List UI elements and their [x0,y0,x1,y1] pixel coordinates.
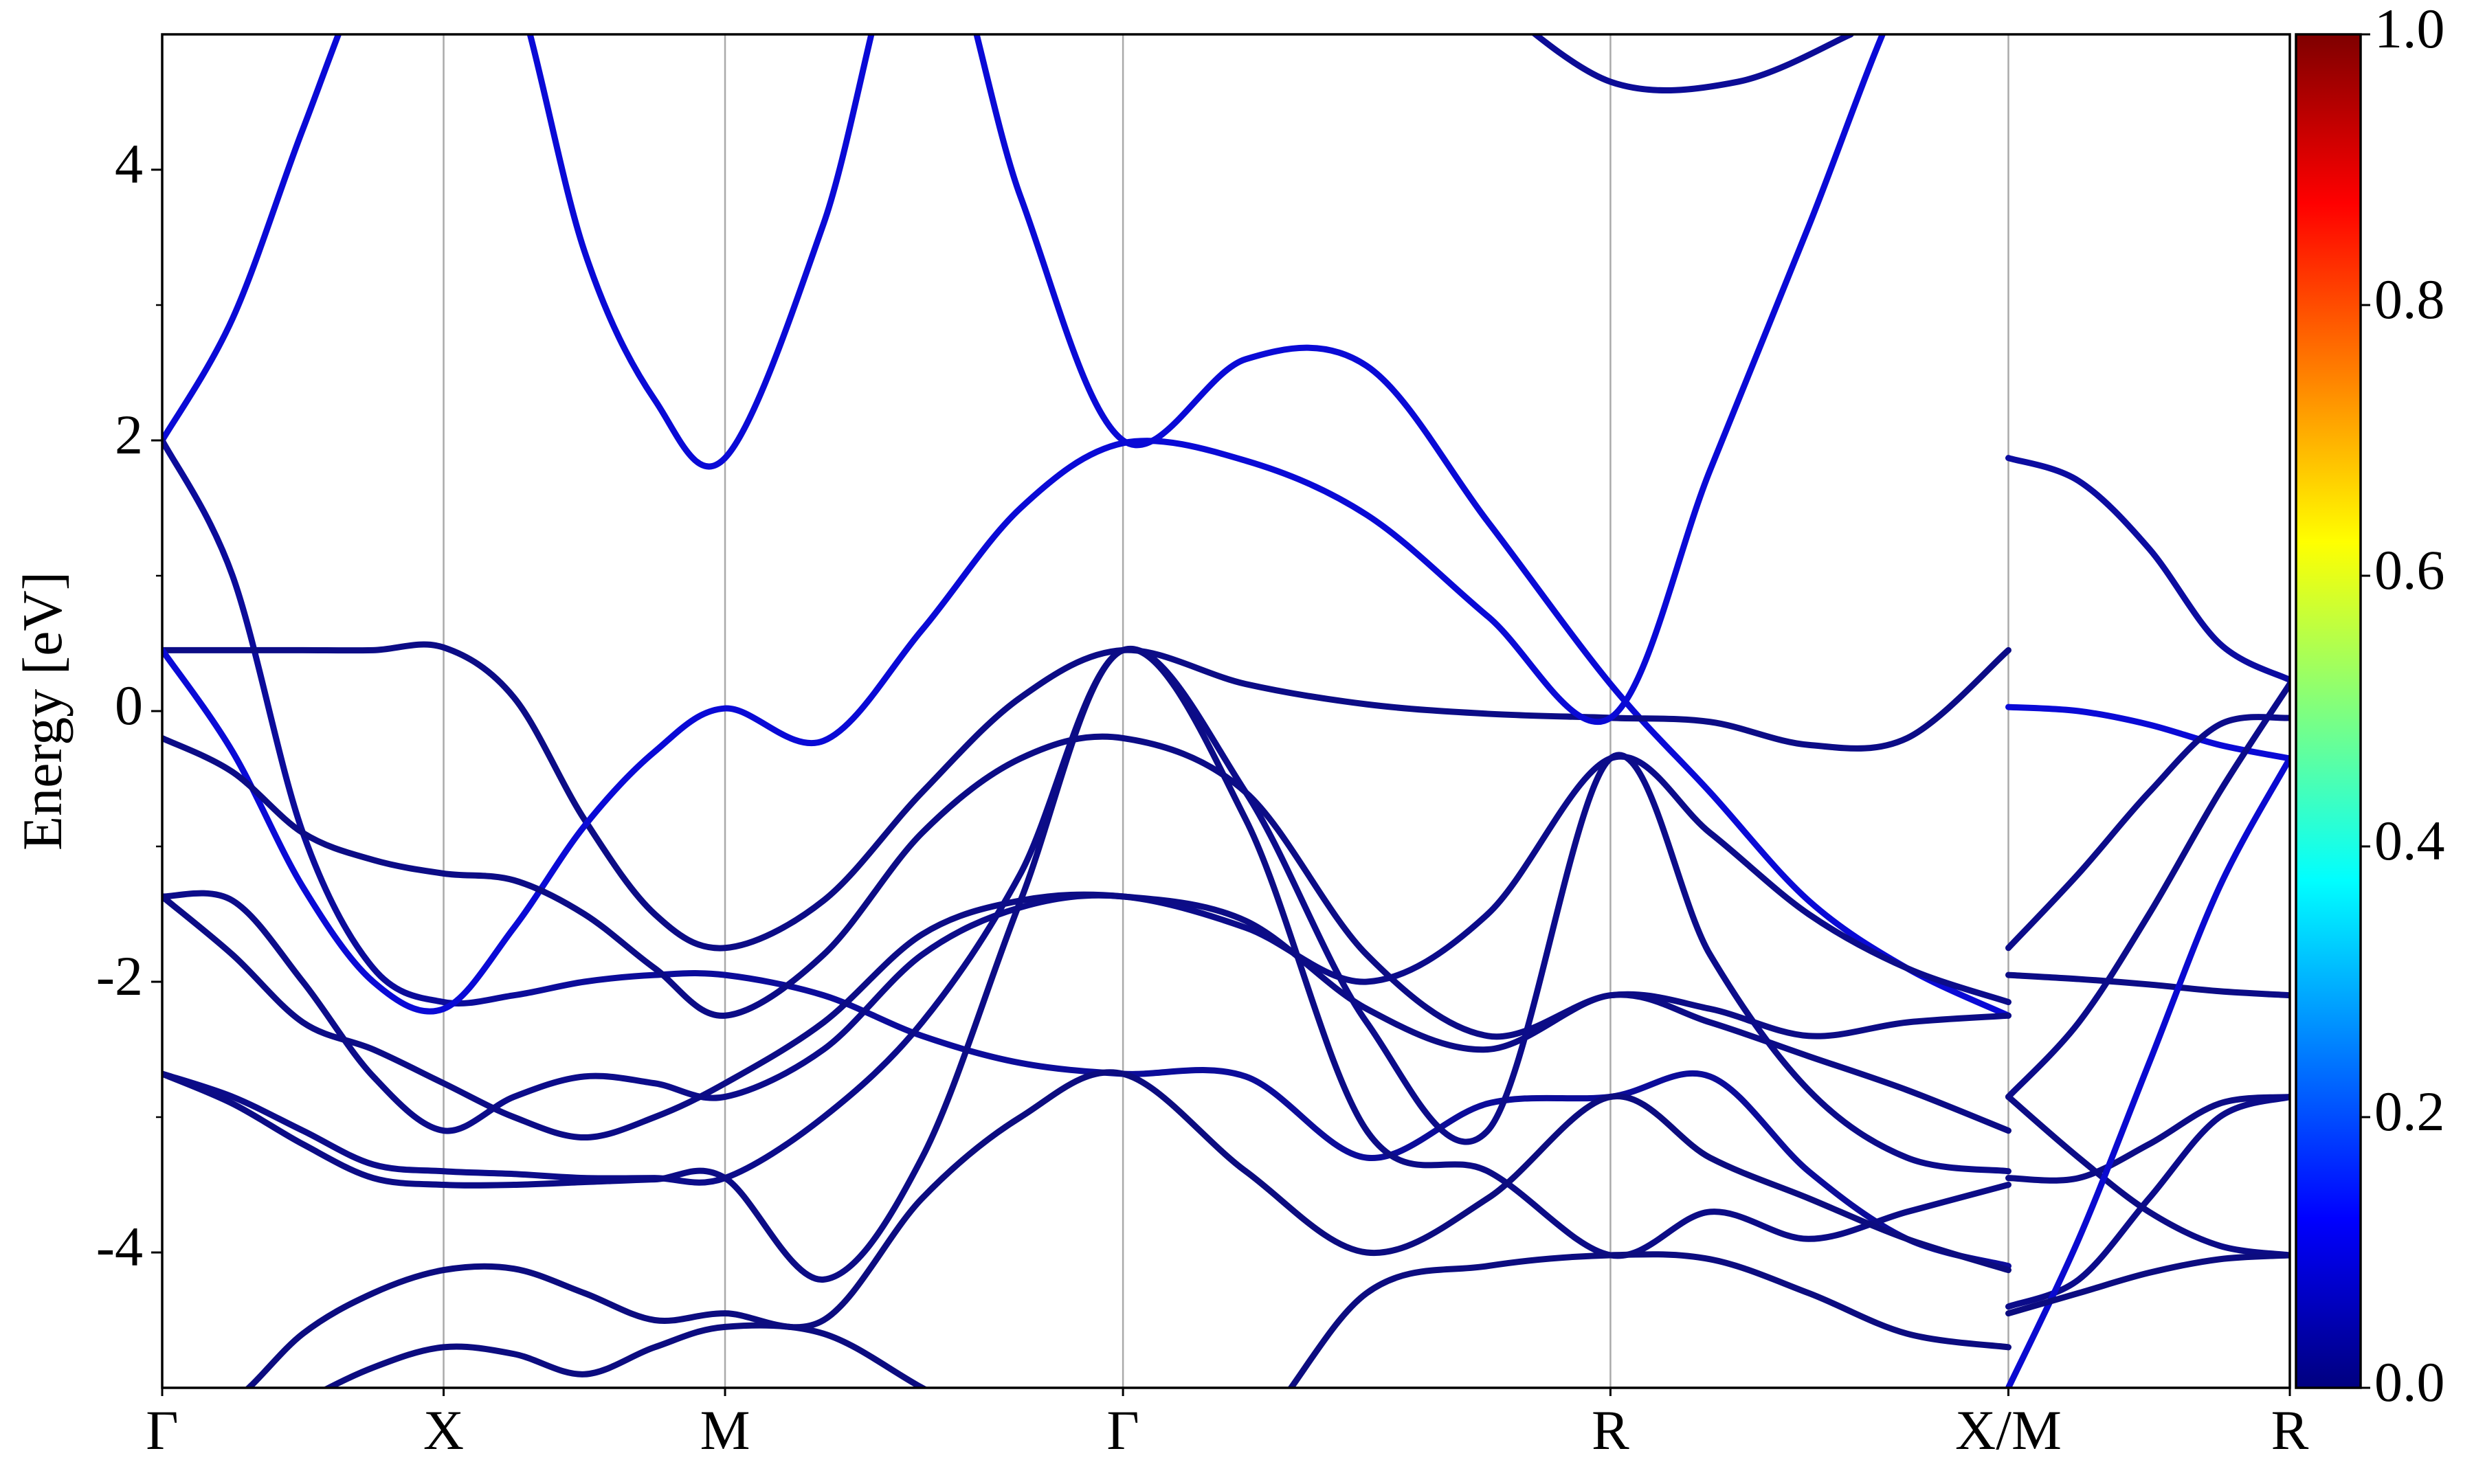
bands [162,34,2290,1388]
band-line [162,34,2011,1019]
y-tick-label: 2 [115,403,143,466]
band-line [162,641,2011,952]
colorbar-tick-label: 0.0 [2374,1351,2445,1413]
band-line [2005,681,2290,1100]
x-tick-label: Γ [1106,1399,1139,1461]
y-tick-label: -2 [96,945,143,1007]
colorbar-tick-label: 0.4 [2374,809,2445,872]
y-axis-label: Energy [eV] [11,572,74,851]
band-line [162,891,2011,1141]
x-tick-label: X/M [1955,1399,2062,1461]
band-line [2005,971,2290,999]
band-line [1530,34,1854,94]
plot-frame [161,33,2291,1389]
band-line [162,437,2011,1270]
band-line [162,753,2011,1134]
colorbar-tick-label: 0.8 [2374,268,2445,330]
band-line [2005,1093,2290,1310]
colorbar [2295,33,2362,1389]
colorbar-tick-label: 0.6 [2374,539,2445,601]
band-line [322,1251,2011,1388]
colorbar-tick-label: 1.0 [2374,0,2445,60]
x-tick-label: R [1592,1399,1629,1461]
band-line [2005,714,2290,952]
band-line [2005,455,2290,684]
band-line [2005,1252,2290,1317]
band-line [162,646,2011,1283]
y-tick-label: 4 [115,133,143,195]
colorbar-tick-label: 0.2 [2374,1080,2445,1143]
x-tick-label: X [423,1399,464,1461]
band-line [2005,1093,2290,1184]
band-line [244,1069,2011,1388]
y-tick-label: -4 [96,1215,143,1278]
band-line [162,733,2011,1040]
x-tick-label: R [2271,1399,2309,1461]
band-line [162,34,1886,1015]
x-tick-label: Γ [146,1399,178,1461]
band-line [2005,755,2290,1388]
x-tick-label: M [700,1399,750,1461]
band-line [2005,1093,2290,1259]
y-tick-label: 0 [115,674,143,737]
